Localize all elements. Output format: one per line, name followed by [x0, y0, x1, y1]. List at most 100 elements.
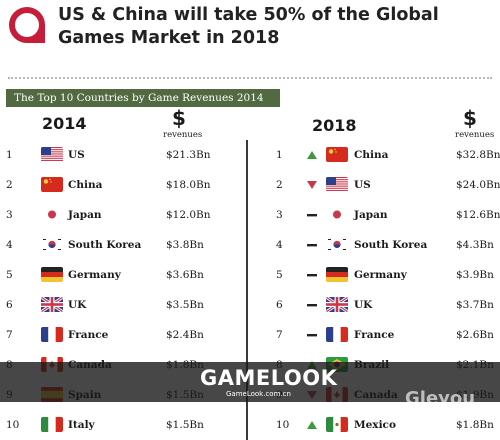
rank-number: 6	[6, 299, 13, 311]
rank-number: 2	[6, 179, 13, 191]
flag-us-icon	[41, 147, 63, 162]
table-row-2018-1: 1 China $32.8Bn	[276, 146, 500, 166]
revenue-value: $3.8Bn	[166, 239, 204, 251]
rank-number: 7	[276, 329, 283, 341]
rank-number: 10	[6, 419, 20, 431]
page-title: US & China will take 50% of the Global G…	[58, 5, 439, 48]
revenue-value: $2.6Bn	[456, 329, 494, 341]
watermark-text: GAMELOOK	[200, 366, 338, 390]
country-name: China	[68, 179, 103, 191]
table-row-2018-3: 3 Japan $12.6Bn	[276, 206, 500, 226]
table-row-2014-3: 3 Japan $12.0Bn	[6, 206, 242, 226]
country-name: US	[68, 149, 85, 161]
country-name: China	[354, 149, 389, 161]
flag-jp-icon	[41, 207, 63, 222]
flag-jp-icon	[326, 207, 348, 222]
table-row-2018-10: 10 Mexico $1.8Bn	[276, 416, 496, 436]
country-name: Germany	[354, 269, 407, 281]
country-name: Japan	[354, 209, 388, 221]
flag-mx-icon	[326, 417, 348, 432]
country-name: UK	[68, 299, 87, 311]
rank-change-up-arrow-icon	[306, 420, 318, 430]
flag-kr-icon	[41, 237, 63, 252]
table-row-2018-7: 7 France $2.6Bn	[276, 326, 496, 346]
flag-fr-icon	[326, 327, 348, 342]
country-name: Italy	[68, 419, 95, 431]
table-row-2014-6: 6 UK $3.5Bn	[6, 296, 242, 316]
country-name: France	[354, 329, 395, 341]
flag-de-icon	[326, 267, 348, 282]
revenue-value: $1.8Bn	[456, 419, 494, 431]
table-row-2018-6: 6 UK $3.7Bn	[276, 296, 496, 316]
country-name: Germany	[68, 269, 121, 281]
flag-us-icon	[326, 177, 348, 192]
flag-de-icon	[41, 267, 63, 282]
revenue-value: $1.5Bn	[166, 419, 204, 431]
rank-number: 5	[6, 269, 13, 281]
flag-uk-icon	[326, 297, 348, 312]
rank-number: 1	[6, 149, 13, 161]
flag-it-icon	[41, 417, 63, 432]
flag-cn-icon	[326, 147, 348, 162]
watermark-band: GAMELOOK GameLook.com.cn	[0, 362, 500, 402]
country-name: Japan	[68, 209, 102, 221]
country-name: South Korea	[68, 239, 142, 251]
flag-uk-icon	[41, 297, 63, 312]
revenue-value: $32.8Bn	[456, 149, 500, 161]
revenue-value: $24.0Bn	[456, 179, 500, 191]
rank-change-no-change-icon	[306, 300, 318, 310]
revenue-symbol-2018: $	[463, 106, 477, 130]
table-row-2018-2: 2 US $24.0Bn	[276, 176, 500, 196]
country-name: Mexico	[354, 419, 396, 431]
revenue-value: $18.0Bn	[166, 179, 211, 191]
revenue-value: $12.6Bn	[456, 209, 500, 221]
table-row-2018-4: 4 South Korea $4.3Bn	[276, 236, 496, 256]
rank-number: 4	[276, 239, 283, 251]
revenue-value: $21.3Bn	[166, 149, 211, 161]
table-title: The Top 10 Countries by Game Revenues 20…	[6, 89, 280, 122]
table-row-2014-4: 4 South Korea $3.8Bn	[6, 236, 242, 256]
rank-number: 7	[6, 329, 13, 341]
column-divider	[246, 140, 248, 440]
rank-number: 3	[276, 209, 283, 221]
table-row-2014-7: 7 France $2.4Bn	[6, 326, 242, 346]
revenue-label-2014: revenues	[163, 130, 203, 140]
rank-change-down-arrow-icon	[306, 180, 318, 190]
table-row-2018-5: 5 Germany $3.9Bn	[276, 266, 496, 286]
revenue-value: $3.5Bn	[166, 299, 204, 311]
table-row-2014-5: 5 Germany $3.6Bn	[6, 266, 242, 286]
watermark-corner-text: Gleyou	[405, 388, 476, 409]
year-2014-header: 2014	[42, 114, 87, 133]
country-name: France	[68, 329, 109, 341]
revenue-value: $4.3Bn	[456, 239, 494, 251]
country-name: UK	[354, 299, 373, 311]
rank-number: 3	[6, 209, 13, 221]
dotted-divider	[8, 77, 492, 79]
watermark-subtext: GameLook.com.cn	[226, 390, 291, 398]
table-row-2014-2: 2 China $18.0Bn	[6, 176, 242, 196]
rank-change-no-change-icon	[306, 240, 318, 250]
revenue-value: $3.6Bn	[166, 269, 204, 281]
table-row-2014-10: 10 Italy $1.5Bn	[6, 416, 242, 436]
logo-icon	[9, 7, 45, 43]
rank-change-no-change-icon	[306, 270, 318, 280]
rank-number: 10	[276, 419, 290, 431]
flag-fr-icon	[41, 327, 63, 342]
rank-number: 1	[276, 149, 283, 161]
rank-number: 2	[276, 179, 283, 191]
rank-change-up-arrow-icon	[306, 150, 318, 160]
rank-change-no-change-icon	[306, 330, 318, 340]
revenue-value: $12.0Bn	[166, 209, 211, 221]
revenue-value: $3.7Bn	[456, 299, 494, 311]
country-name: US	[354, 179, 371, 191]
rank-number: 6	[276, 299, 283, 311]
rank-change-no-change-icon	[306, 210, 318, 220]
country-name: South Korea	[354, 239, 428, 251]
year-2018-header: 2018	[312, 116, 357, 135]
rank-number: 5	[276, 269, 283, 281]
revenue-value: $3.9Bn	[456, 269, 494, 281]
rank-number: 4	[6, 239, 13, 251]
flag-cn-icon	[41, 177, 63, 192]
table-row-2014-1: 1 US $21.3Bn	[6, 146, 242, 166]
flag-kr-icon	[326, 237, 348, 252]
